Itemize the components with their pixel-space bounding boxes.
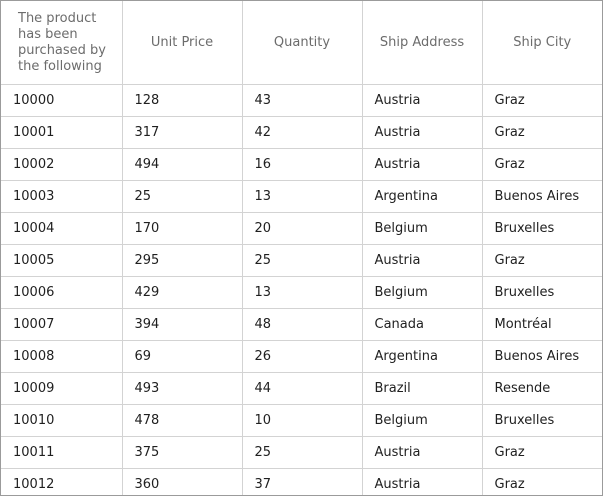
order-id-cell[interactable]: 10002 bbox=[1, 148, 123, 181]
order-id-cell[interactable]: 10011 bbox=[1, 436, 123, 469]
quantity-cell[interactable]: 25 bbox=[242, 436, 363, 469]
unit-price-cell[interactable]: 494 bbox=[122, 148, 243, 181]
quantity-cell[interactable]: 20 bbox=[242, 212, 363, 245]
table-row[interactable]: 10003 25 13 Argentina Buenos Aires bbox=[1, 180, 602, 213]
quantity-cell[interactable]: 25 bbox=[242, 244, 363, 277]
ship-address-cell[interactable]: Austria bbox=[362, 436, 483, 469]
quantity-cell[interactable]: 37 bbox=[242, 468, 363, 495]
column-header-order-id[interactable]: The product has been purchased by the fo… bbox=[1, 1, 123, 85]
unit-price-cell[interactable]: 25 bbox=[122, 180, 243, 213]
ship-address-cell[interactable]: Belgium bbox=[362, 212, 483, 245]
ship-address-cell[interactable]: Canada bbox=[362, 308, 483, 341]
order-id-cell[interactable]: 10010 bbox=[1, 404, 123, 437]
order-id-cell[interactable]: 10001 bbox=[1, 116, 123, 149]
quantity-cell[interactable]: 43 bbox=[242, 84, 363, 117]
quantity-cell[interactable]: 13 bbox=[242, 180, 363, 213]
table-row[interactable]: 10008 69 26 Argentina Buenos Aires bbox=[1, 340, 602, 373]
quantity-cell[interactable]: 13 bbox=[242, 276, 363, 309]
quantity-cell[interactable]: 16 bbox=[242, 148, 363, 181]
ship-city-cell[interactable]: Graz bbox=[482, 468, 602, 495]
unit-price-cell[interactable]: 394 bbox=[122, 308, 243, 341]
quantity-cell[interactable]: 48 bbox=[242, 308, 363, 341]
ship-address-cell[interactable]: Austria bbox=[362, 244, 483, 277]
ship-city-cell[interactable]: Graz bbox=[482, 244, 602, 277]
ship-address-cell[interactable]: Brazil bbox=[362, 372, 483, 405]
unit-price-cell[interactable]: 317 bbox=[122, 116, 243, 149]
ship-city-cell[interactable]: Graz bbox=[482, 84, 602, 117]
ship-address-cell[interactable]: Austria bbox=[362, 148, 483, 181]
order-id-cell[interactable]: 10003 bbox=[1, 180, 123, 213]
unit-price-cell[interactable]: 429 bbox=[122, 276, 243, 309]
header-row: The product has been purchased by the fo… bbox=[1, 1, 602, 85]
table-row[interactable]: 10011 375 25 Austria Graz bbox=[1, 436, 602, 469]
ship-city-cell[interactable]: Graz bbox=[482, 148, 602, 181]
table-row[interactable]: 10010 478 10 Belgium Bruxelles bbox=[1, 404, 602, 437]
table-row[interactable]: 10001 317 42 Austria Graz bbox=[1, 116, 602, 149]
table-row[interactable]: 10006 429 13 Belgium Bruxelles bbox=[1, 276, 602, 309]
quantity-cell[interactable]: 10 bbox=[242, 404, 363, 437]
order-id-cell[interactable]: 10004 bbox=[1, 212, 123, 245]
ship-address-cell[interactable]: Argentina bbox=[362, 340, 483, 373]
table-row[interactable]: 10007 394 48 Canada Montréal bbox=[1, 308, 602, 341]
ship-city-cell[interactable]: Montréal bbox=[482, 308, 602, 341]
table-row[interactable]: 10012 360 37 Austria Graz bbox=[1, 468, 602, 495]
ship-city-cell[interactable]: Buenos Aires bbox=[482, 340, 602, 373]
grid-body: 10000 128 43 Austria Graz 10001 317 42 Austria Gr… bbox=[1, 84, 602, 495]
order-id-cell[interactable]: 10009 bbox=[1, 372, 123, 405]
order-id-cell[interactable]: 10008 bbox=[1, 340, 123, 373]
order-id-cell[interactable]: 10005 bbox=[1, 244, 123, 277]
unit-price-cell[interactable]: 170 bbox=[122, 212, 243, 245]
table-row[interactable]: 10004 170 20 Belgium Bruxelles bbox=[1, 212, 602, 245]
table-row[interactable]: 10009 493 44 Brazil Resende bbox=[1, 372, 602, 405]
ship-address-cell[interactable]: Austria bbox=[362, 116, 483, 149]
order-id-cell[interactable]: 10006 bbox=[1, 276, 123, 309]
grid-header: The product has been purchased by the fo… bbox=[1, 1, 602, 85]
unit-price-cell[interactable]: 375 bbox=[122, 436, 243, 469]
quantity-cell[interactable]: 26 bbox=[242, 340, 363, 373]
ship-address-cell[interactable]: Belgium bbox=[362, 404, 483, 437]
column-header-unit-price[interactable]: Unit Price bbox=[122, 1, 243, 85]
ship-address-cell[interactable]: Argentina bbox=[362, 180, 483, 213]
unit-price-cell[interactable]: 478 bbox=[122, 404, 243, 437]
ship-city-cell[interactable]: Bruxelles bbox=[482, 276, 602, 309]
table-row[interactable]: 10005 295 25 Austria Graz bbox=[1, 244, 602, 277]
column-header-quantity[interactable]: Quantity bbox=[242, 1, 363, 85]
unit-price-cell[interactable]: 493 bbox=[122, 372, 243, 405]
ship-city-cell[interactable]: Resende bbox=[482, 372, 602, 405]
unit-price-cell[interactable]: 128 bbox=[122, 84, 243, 117]
ship-city-cell[interactable]: Bruxelles bbox=[482, 212, 602, 245]
column-header-ship-city[interactable]: Ship City bbox=[482, 1, 602, 85]
unit-price-cell[interactable]: 295 bbox=[122, 244, 243, 277]
ship-address-cell[interactable]: Belgium bbox=[362, 276, 483, 309]
ship-city-cell[interactable]: Graz bbox=[482, 436, 602, 469]
ship-address-cell[interactable]: Austria bbox=[362, 468, 483, 495]
ship-city-cell[interactable]: Graz bbox=[482, 116, 602, 149]
unit-price-cell[interactable]: 360 bbox=[122, 468, 243, 495]
ship-city-cell[interactable]: Bruxelles bbox=[482, 404, 602, 437]
table-row[interactable]: 10002 494 16 Austria Graz bbox=[1, 148, 602, 181]
quantity-cell[interactable]: 44 bbox=[242, 372, 363, 405]
table-row[interactable]: 10000 128 43 Austria Graz bbox=[1, 84, 602, 117]
column-header-ship-address[interactable]: Ship Address bbox=[362, 1, 483, 85]
order-id-cell[interactable]: 10007 bbox=[1, 308, 123, 341]
unit-price-cell[interactable]: 69 bbox=[122, 340, 243, 373]
ship-city-cell[interactable]: Buenos Aires bbox=[482, 180, 602, 213]
order-id-cell[interactable]: 10012 bbox=[1, 468, 123, 495]
order-id-cell[interactable]: 10000 bbox=[1, 84, 123, 117]
quantity-cell[interactable]: 42 bbox=[242, 116, 363, 149]
ship-address-cell[interactable]: Austria bbox=[362, 84, 483, 117]
